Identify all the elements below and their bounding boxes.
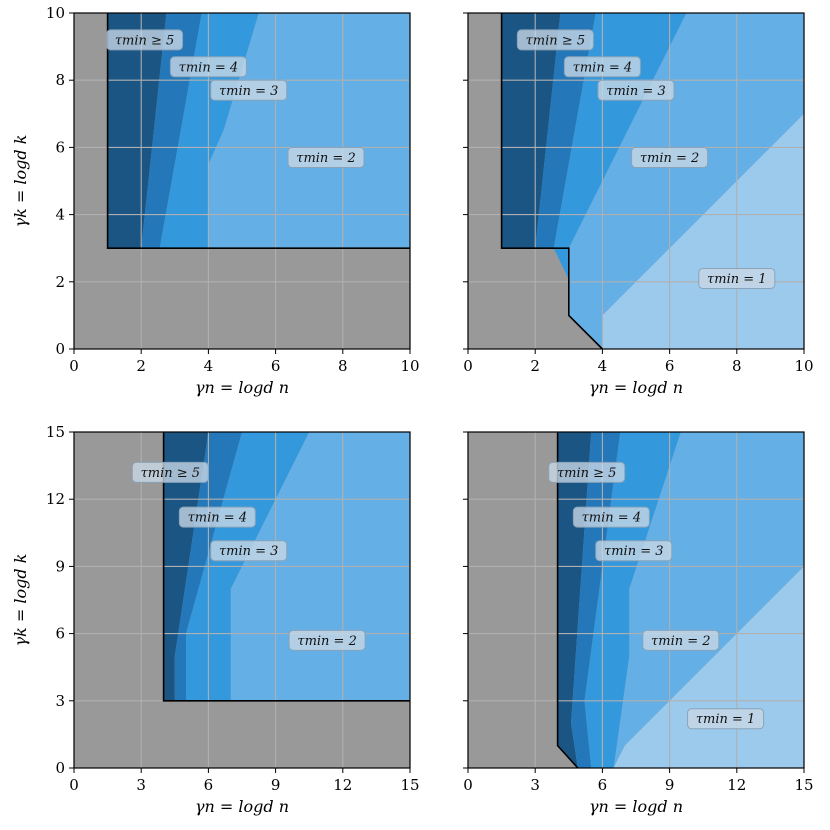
x-tick-label: 12 [333, 776, 352, 794]
region-label: τmin = 4 [573, 60, 632, 75]
region-label: τmin = 4 [179, 60, 238, 75]
y-tick-label: 0 [55, 340, 65, 358]
feasibility-boundary [162, 432, 410, 702]
region-label-box [698, 267, 776, 289]
y-tick-label: 0 [55, 759, 65, 777]
region-label: τmin ≥ 5 [115, 33, 174, 48]
region-label-box [642, 629, 720, 651]
axes-frame [467, 431, 805, 769]
x-tick-label: 0 [69, 357, 79, 375]
y-tick-label: 2 [55, 273, 65, 291]
x-tick-label: 6 [204, 776, 214, 794]
region-label-box [169, 56, 247, 78]
y-tick-label: 9 [55, 557, 65, 575]
y-tick-label: 4 [55, 206, 65, 224]
region-label: τmin = 4 [188, 511, 247, 526]
region-label-box [597, 79, 675, 101]
axes-frame [467, 12, 805, 350]
y-tick-label: 15 [46, 423, 65, 441]
x-tick-label: 9 [665, 776, 675, 794]
region-label-box [131, 461, 209, 483]
region-label-box [631, 146, 709, 168]
region-label: τmin = 2 [651, 634, 710, 649]
subplot-3: 0 3 6 9 12 15 0 3 6 9 12 15 γn = logd n γk = logd k τm… [11, 423, 420, 816]
region-tau-min-5 [107, 13, 167, 249]
region-tau-min-3 [553, 13, 687, 349]
region-label: τmin = 3 [219, 84, 278, 99]
region-label-box [563, 56, 641, 78]
y-tick-label: 10 [46, 4, 65, 22]
x-tick-label: 0 [463, 776, 473, 794]
region-tau-min-5 [501, 13, 561, 249]
region-label: τmin = 3 [219, 544, 278, 559]
x-tick-label: 15 [794, 776, 813, 794]
region-label-box [572, 506, 650, 528]
x-tick-label: 3 [530, 776, 540, 794]
region-label: τmin ≥ 5 [141, 466, 200, 481]
region-label: τmin = 4 [582, 511, 641, 526]
region-label: τmin = 1 [696, 712, 755, 727]
subplot-2: 0 2 4 6 8 10 γn = logd n τmin ≥ 5 τmin = 4 τmin =… [463, 12, 814, 397]
region-label-box [516, 29, 594, 51]
region-label: τmin = 2 [296, 151, 355, 166]
feasibility-boundary [106, 13, 410, 249]
y-axis-label: γk = logd k [11, 135, 30, 228]
region-label: τmin ≥ 5 [526, 33, 585, 48]
region-tau-min-3 [584, 432, 681, 768]
region-label: τmin ≥ 5 [557, 466, 616, 481]
y-tick-label: 6 [55, 625, 65, 643]
x-tick-label: 6 [271, 357, 281, 375]
x-tick-label: 9 [271, 776, 281, 794]
region-tau-min-2 [613, 432, 804, 768]
x-tick-label: 6 [665, 357, 675, 375]
x-tick-label: 4 [204, 357, 214, 375]
region-label-box [178, 506, 256, 528]
region-label-box [210, 540, 288, 562]
x-tick-label: 10 [794, 357, 813, 375]
region-tau-min-1 [602, 113, 804, 349]
region-label-box [106, 29, 184, 51]
region-label-box [287, 146, 365, 168]
region-label-box [210, 79, 288, 101]
region-label: τmin = 1 [707, 272, 766, 287]
x-tick-label: 15 [400, 776, 419, 794]
subplot-1: 0 2 4 6 8 10 0 2 4 6 8 10 γn = logd n γk = logd k τmin… [11, 4, 420, 397]
region-label-box [288, 629, 366, 651]
x-tick-label: 3 [136, 776, 146, 794]
feasibility-boundary [556, 432, 579, 769]
region-label-box [548, 461, 626, 483]
region-label-box [687, 708, 765, 730]
x-axis-label: γn = logd n [195, 378, 289, 397]
x-tick-label: 8 [338, 357, 348, 375]
x-tick-label: 0 [69, 776, 79, 794]
x-tick-label: 0 [463, 357, 473, 375]
x-axis-label: γn = logd n [195, 797, 289, 816]
axes-frame [73, 431, 411, 769]
axes-frame [73, 12, 411, 350]
region-label: τmin = 3 [604, 544, 663, 559]
x-tick-label: 8 [732, 357, 742, 375]
x-tick-label: 2 [136, 357, 146, 375]
y-tick-label: 6 [55, 138, 65, 156]
y-axis-label: γk = logd k [11, 554, 30, 647]
x-tick-label: 12 [727, 776, 746, 794]
subplot-4: 0 3 6 9 12 15 γn = logd n τmin ≥ 5 τmin = 4 τmin … [463, 431, 814, 816]
x-tick-label: 2 [530, 357, 540, 375]
x-tick-label: 6 [598, 776, 608, 794]
region-tau2-outer [208, 13, 410, 249]
region-label: τmin = 2 [297, 634, 356, 649]
x-tick-label: 10 [400, 357, 419, 375]
region-label-box [595, 540, 673, 562]
y-tick-label: 12 [46, 490, 65, 508]
feasibility-boundary [500, 13, 603, 350]
region-tau-min-2 [568, 13, 804, 349]
x-axis-label: γn = logd n [589, 797, 683, 816]
x-axis-label: γn = logd n [589, 378, 683, 397]
y-tick-label: 8 [55, 71, 65, 89]
region-label: τmin = 2 [640, 151, 699, 166]
region-label: τmin = 3 [606, 84, 665, 99]
x-tick-label: 4 [598, 357, 608, 375]
y-tick-label: 3 [55, 692, 65, 710]
